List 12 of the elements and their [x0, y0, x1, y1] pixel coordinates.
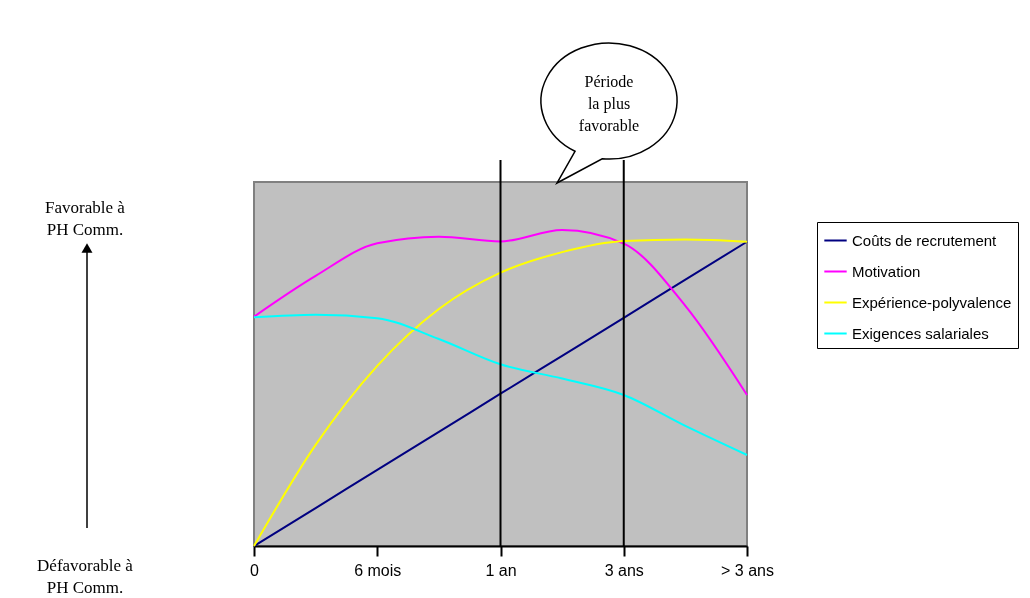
x-tick-label: 3 ans	[604, 561, 644, 579]
text: Période la plus favorable	[578, 73, 640, 134]
text: Défavorable à PH Comm.	[37, 556, 134, 597]
x-tick-label: 6 mois	[354, 561, 402, 579]
legend-label: Exigences salariales	[852, 324, 989, 342]
legend-label: Motivation	[852, 262, 921, 280]
text: Favorable à PH Comm.	[45, 198, 126, 239]
legend-label: Expérience-polyvalence	[852, 293, 1012, 311]
legend-label: Coûts de recrutement	[852, 231, 998, 249]
x-tick-label: 0	[250, 561, 260, 579]
x-tick-label: 1 an	[485, 561, 517, 579]
x-tick-label: > 3 ans	[721, 561, 774, 579]
